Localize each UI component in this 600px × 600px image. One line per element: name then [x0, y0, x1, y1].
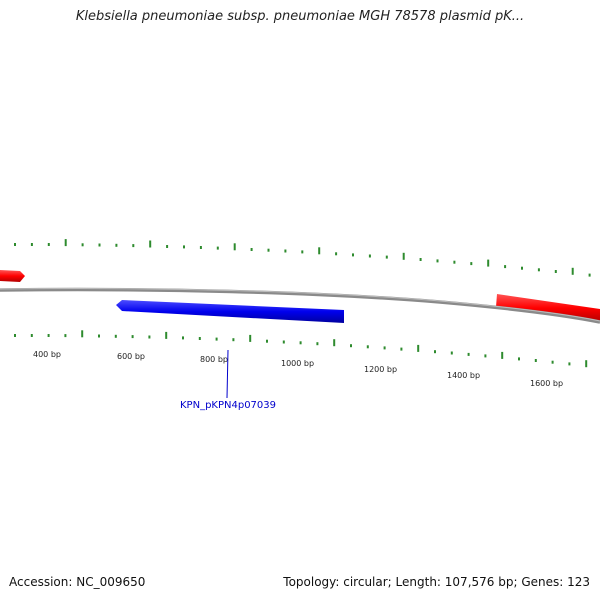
outer-major-tick [571, 267, 574, 275]
tick-label-1000: 1000 bp [281, 359, 314, 368]
outer-minor-tick [385, 255, 388, 259]
outer-minor-tick [267, 248, 270, 252]
inner-minor-tick [198, 337, 201, 340]
map-title: Klebsiella pneumoniae subsp. pneumoniae … [75, 9, 525, 24]
backbone-line [0, 287, 600, 324]
inner-minor-tick [215, 337, 218, 341]
outer-major-tick [149, 240, 152, 248]
inner-minor-tick [232, 338, 235, 342]
outer-minor-tick [554, 270, 557, 273]
inner-minor-tick [98, 334, 100, 338]
outer-major-tick [402, 252, 405, 260]
inner-major-tick [585, 360, 588, 368]
gene-label-KPN_pKPN4p07039[interactable]: KPN_pKPN4p07039 [180, 400, 276, 411]
outer-minor-tick [250, 248, 253, 251]
outer-minor-tick [199, 246, 202, 249]
inner-tick-ring [14, 330, 588, 368]
reverse-gene-arrow[interactable] [116, 300, 344, 323]
tick-label-1600: 1600 bp [530, 379, 563, 388]
inner-minor-tick [182, 336, 184, 340]
inner-minor-tick [131, 335, 134, 339]
outer-major-tick [318, 247, 321, 255]
inner-minor-tick [568, 362, 571, 366]
outer-minor-tick [30, 243, 33, 246]
inner-minor-tick [266, 339, 268, 343]
forward-gene-arrow-left[interactable] [0, 270, 25, 282]
outer-minor-tick [352, 253, 354, 257]
outer-minor-tick [98, 243, 101, 247]
outer-minor-tick [436, 259, 439, 263]
outer-minor-tick [183, 245, 185, 249]
accession-text: Accession: NC_009650 [9, 575, 146, 589]
inner-minor-tick [30, 334, 33, 337]
inner-minor-tick [114, 334, 117, 338]
outer-minor-tick [335, 252, 338, 256]
tick-label-600: 600 bp [117, 352, 145, 361]
inner-minor-tick [400, 347, 403, 351]
inner-minor-tick [467, 352, 470, 356]
outer-minor-tick [470, 262, 473, 266]
gene-label-leader [226, 349, 229, 399]
inner-minor-tick [14, 334, 16, 337]
outer-minor-tick [368, 254, 371, 258]
tick-label-800: 800 bp [200, 355, 228, 364]
inner-minor-tick [534, 359, 537, 362]
inner-major-tick [501, 351, 504, 359]
outer-minor-tick [216, 246, 219, 250]
inner-major-tick [333, 339, 336, 347]
inner-major-tick [165, 331, 168, 339]
outer-minor-tick [419, 258, 422, 261]
outer-minor-tick [537, 268, 540, 272]
inner-minor-tick [148, 335, 151, 339]
outer-tick-ring [14, 239, 591, 277]
outer-minor-tick [14, 243, 16, 246]
outer-minor-tick [301, 250, 304, 254]
inner-minor-tick [450, 351, 453, 355]
outer-minor-tick [166, 245, 169, 248]
tick-label-1400: 1400 bp [447, 371, 480, 380]
inner-major-tick [417, 344, 420, 352]
backbone-highlight [0, 288, 600, 322]
inner-minor-tick [47, 334, 50, 337]
outer-major-tick [487, 259, 490, 267]
outer-major-tick [64, 239, 67, 247]
inner-major-tick [249, 334, 252, 342]
tick-label-1200: 1200 bp [364, 365, 397, 374]
forward-gene-arrow-right[interactable] [496, 294, 600, 322]
inner-minor-tick [299, 341, 302, 345]
inner-minor-tick [484, 354, 487, 358]
inner-major-tick [81, 330, 84, 338]
inner-minor-tick [366, 345, 369, 349]
inner-minor-tick [350, 344, 352, 348]
outer-major-tick [233, 243, 236, 251]
outer-minor-tick [81, 243, 84, 247]
outer-minor-tick [47, 243, 50, 246]
outer-minor-tick [284, 249, 287, 253]
tick-label-400: 400 bp [33, 350, 61, 359]
inner-minor-tick [551, 360, 554, 364]
inner-minor-tick [64, 334, 67, 338]
inner-minor-tick [282, 340, 285, 344]
outer-minor-tick [115, 243, 118, 247]
outer-minor-tick [453, 260, 456, 264]
summary-text: Topology: circular; Length: 107,576 bp; … [283, 575, 590, 589]
outer-minor-tick [521, 266, 523, 270]
outer-minor-tick [588, 273, 591, 277]
outer-minor-tick [132, 244, 135, 248]
outer-minor-tick [504, 265, 507, 269]
inner-minor-tick [383, 346, 386, 350]
inner-minor-tick [518, 357, 520, 361]
inner-minor-tick [434, 350, 436, 354]
inner-minor-tick [316, 342, 319, 346]
